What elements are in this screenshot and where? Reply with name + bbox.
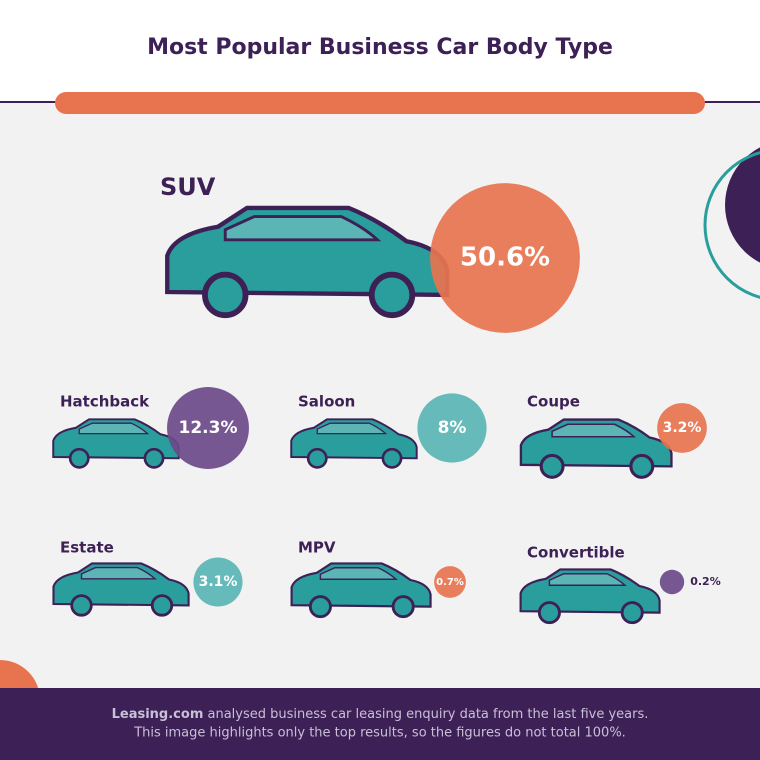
car-wheel	[202, 271, 249, 319]
car-window	[78, 422, 150, 435]
category-label: MPV	[298, 539, 336, 557]
car-wheel	[620, 601, 644, 625]
value-bubble	[657, 403, 707, 453]
note: This image highlights only the top resul…	[133, 726, 626, 741]
car-wheel	[381, 447, 403, 469]
car-icon	[52, 562, 190, 617]
decor-ring	[703, 151, 760, 299]
value-label: 3.2%	[663, 420, 702, 436]
car-wheel	[391, 595, 415, 619]
value-label: 50.6%	[460, 243, 550, 273]
footer	[0, 688, 760, 760]
car-wheel	[368, 271, 416, 319]
car-icon	[519, 568, 661, 625]
header-bar	[55, 92, 705, 114]
value-bubble	[167, 387, 249, 469]
value-label: 3.1%	[199, 574, 238, 590]
car-window	[319, 567, 398, 580]
car-wheel	[70, 594, 93, 617]
car-wheel	[306, 447, 328, 469]
car-icon	[52, 418, 180, 469]
category-label: Convertible	[527, 544, 625, 562]
value-bubble	[193, 557, 243, 607]
car-window	[316, 422, 388, 435]
category-label: Hatchback	[60, 393, 150, 411]
car-wheel	[629, 453, 655, 479]
value-label: 12.3%	[179, 418, 238, 438]
category-label: Coupe	[527, 393, 580, 411]
source: Leasing.com	[112, 707, 204, 722]
value-bubble	[417, 393, 487, 463]
car-icon	[290, 418, 418, 469]
car-icon	[165, 205, 450, 319]
car-wheel	[143, 447, 165, 469]
value-label: 8%	[438, 418, 467, 438]
value-bubble	[659, 569, 685, 595]
value-bubble	[430, 183, 580, 333]
category-label: Saloon	[298, 393, 355, 411]
car-window	[548, 573, 627, 586]
car-wheel	[150, 594, 174, 617]
car-window	[80, 566, 157, 580]
car-icon	[290, 562, 432, 619]
value-bubble	[434, 566, 466, 598]
value-label: 0.2%	[690, 575, 721, 588]
value-label: 0.7%	[436, 577, 464, 588]
decor-circle	[725, 147, 760, 263]
chart-title: Most Popular Business Car Body Type	[147, 35, 613, 60]
note: analysed business car leasing enquiry da…	[208, 707, 649, 722]
footnote-line: Leasing.com analysed business car leasin…	[112, 707, 649, 722]
car-window	[551, 423, 637, 438]
category-label: SUV	[160, 173, 216, 201]
plot: SUV 50.6% Hatchback 12.3% Saloon 8% Coupe 3.2% E…	[52, 173, 721, 625]
car-window	[223, 215, 382, 242]
car-wheel	[68, 447, 90, 469]
car-wheel	[537, 601, 561, 625]
header	[0, 0, 760, 102]
category-label: Estate	[60, 539, 114, 557]
car-wheel	[539, 453, 565, 479]
car-wheel	[308, 595, 332, 619]
